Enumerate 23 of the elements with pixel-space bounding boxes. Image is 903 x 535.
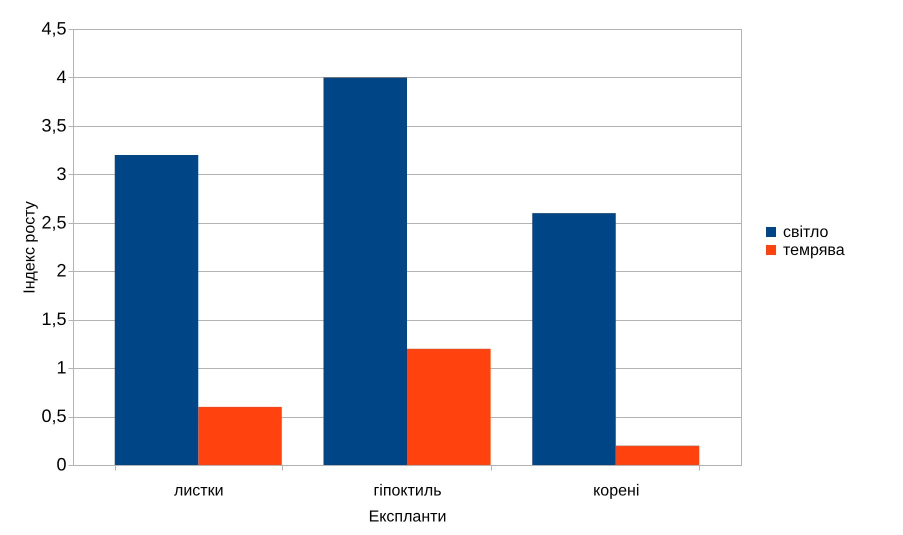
x-tick-label: листки bbox=[174, 482, 224, 500]
y-tick-label: 1 bbox=[56, 358, 66, 378]
legend-label: світло bbox=[783, 224, 829, 241]
y-axis-title: Індекс росту bbox=[21, 201, 38, 294]
y-tick-label: 3,5 bbox=[41, 115, 66, 136]
y-tick-label: 2,5 bbox=[41, 212, 66, 232]
bar bbox=[532, 213, 616, 465]
x-axis-title: Експланти bbox=[368, 508, 446, 526]
bar bbox=[198, 406, 282, 465]
y-tick-label: 2 bbox=[56, 260, 66, 281]
x-tick-label: гіпоктиль bbox=[373, 482, 442, 500]
bar bbox=[324, 77, 407, 465]
y-tick-label: 0 bbox=[56, 454, 66, 474]
bar bbox=[616, 446, 700, 465]
bar bbox=[407, 348, 490, 465]
y-tick-label: 3 bbox=[56, 164, 66, 184]
legend-label: темрява bbox=[783, 242, 845, 259]
y-tick-label: 0,5 bbox=[41, 406, 66, 426]
bar bbox=[114, 154, 198, 465]
y-tick-label: 4 bbox=[56, 66, 66, 87]
y-tick-label: 1,5 bbox=[41, 309, 66, 330]
x-tick-label: корені bbox=[593, 482, 640, 500]
y-tick-label: 4,5 bbox=[41, 18, 66, 38]
